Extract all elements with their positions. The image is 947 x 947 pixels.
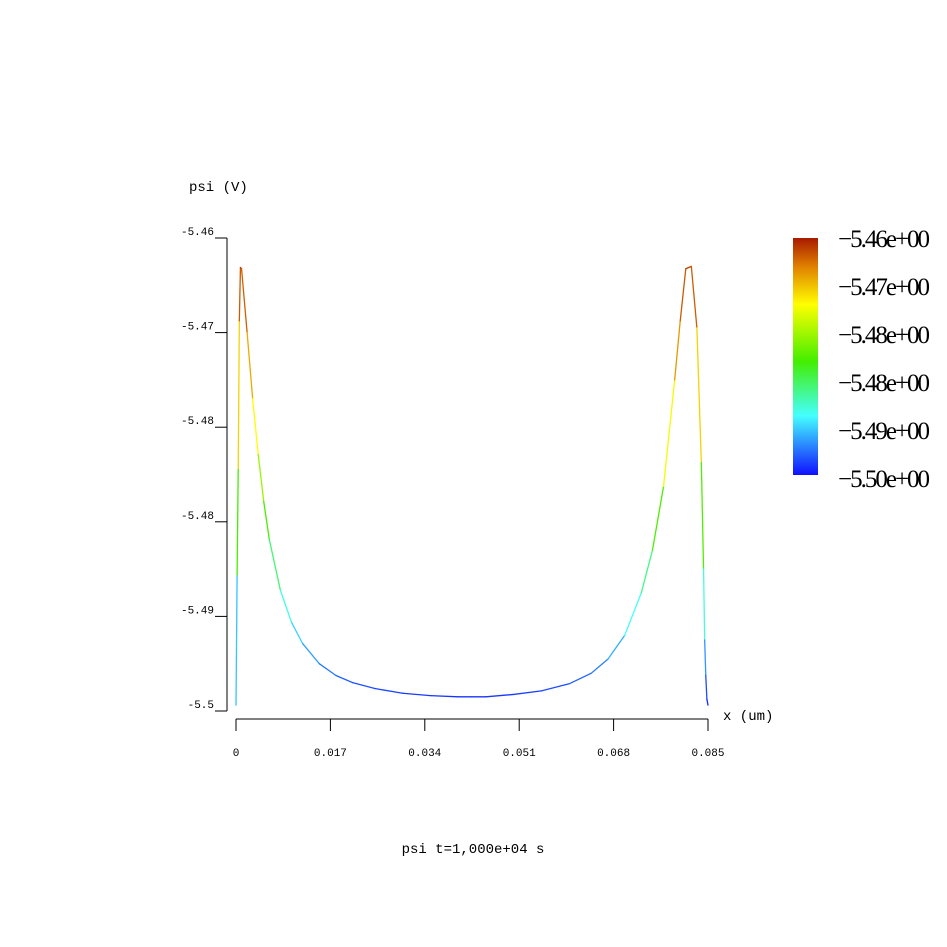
colorbar-label: −5.50e+00 xyxy=(838,466,930,493)
x-tick-label: 0 xyxy=(233,748,240,760)
series-segment xyxy=(674,320,681,381)
series-segment xyxy=(235,574,238,706)
x-tick-label: 0.051 xyxy=(503,748,536,760)
series-segment xyxy=(318,663,337,677)
chart-title: psi t=1,000e+04 s xyxy=(402,842,545,858)
series-segment xyxy=(704,639,707,677)
series-segment xyxy=(607,634,626,660)
series-segment xyxy=(590,658,609,674)
series-segment xyxy=(401,692,432,697)
series-segment xyxy=(662,379,676,487)
series-segment xyxy=(624,592,643,636)
series-segment xyxy=(236,467,239,576)
x-tick-label: 0.017 xyxy=(314,748,347,760)
y-tick-label: -5.47 xyxy=(181,322,214,334)
series-segment xyxy=(429,694,459,698)
colorbar-labels: −5.46e+00 −5.47e+00 −5.48e+00 −5.48e+00 −5.4… xyxy=(838,226,932,493)
series-segment xyxy=(513,690,543,696)
y-tick-label: -5.5 xyxy=(188,700,214,712)
series-segment xyxy=(263,501,270,541)
y-tick-label: -5.46 xyxy=(181,227,214,239)
series-segment xyxy=(279,589,293,623)
series-segment xyxy=(702,568,706,641)
x-axis: 0 0.017 0.034 0.051 0.068 0.085 xyxy=(233,718,725,760)
y-tick-label: -5.49 xyxy=(181,605,214,617)
x-tick-label: 0.085 xyxy=(691,748,724,760)
series-segment xyxy=(238,266,242,322)
colorbar-label: −5.48e+00 xyxy=(838,322,930,349)
series-segment xyxy=(290,621,304,645)
x-ticks: 0 0.017 0.034 0.051 0.068 0.085 xyxy=(233,719,725,760)
y-tick-label: -5.48 xyxy=(181,416,214,428)
colorbar: −5.46e+00 −5.47e+00 −5.48e+00 −5.48e+00 −5.4… xyxy=(793,226,932,493)
series-segment xyxy=(705,674,708,700)
colorbar-label: −5.47e+00 xyxy=(838,274,930,301)
series-segment xyxy=(651,485,665,551)
colorbar-label: −5.49e+00 xyxy=(838,418,930,445)
series-segment xyxy=(237,320,240,470)
series-segment xyxy=(252,398,259,456)
x-axis-label: x (um) xyxy=(723,709,773,725)
series-segment xyxy=(690,265,698,329)
y-ticks: -5.5 -5.49 -5.48 -5.48 -5.47 -5.46 xyxy=(181,227,227,712)
series-segment xyxy=(246,331,254,400)
series-segment xyxy=(374,687,404,694)
x-tick-label: 0.068 xyxy=(597,748,630,760)
series-segment xyxy=(696,327,702,464)
series-segment xyxy=(540,683,570,692)
series-line xyxy=(235,265,709,706)
series-segment xyxy=(351,681,376,690)
series-segment xyxy=(706,698,709,706)
y-axis: -5.5 -5.49 -5.48 -5.48 -5.47 -5.46 xyxy=(181,227,228,712)
series-segment xyxy=(568,672,593,685)
x-tick-label: 0.034 xyxy=(408,748,441,760)
series-segment xyxy=(685,265,692,270)
series-segment xyxy=(335,674,354,684)
y-tick-label: -5.48 xyxy=(181,511,214,523)
colorbar-label: −5.46e+00 xyxy=(838,226,930,253)
colorbar-gradient xyxy=(793,238,818,475)
y-axis-label: psi (V) xyxy=(189,180,248,196)
series-segment xyxy=(485,693,515,698)
series-segment xyxy=(700,462,705,570)
series-segment xyxy=(640,549,654,594)
series-segment xyxy=(240,268,248,334)
colorbar-label: −5.48e+00 xyxy=(838,370,930,397)
series-segment xyxy=(301,642,320,665)
series-segment xyxy=(257,453,265,503)
series-segment xyxy=(679,268,687,322)
series-segment xyxy=(268,538,282,592)
